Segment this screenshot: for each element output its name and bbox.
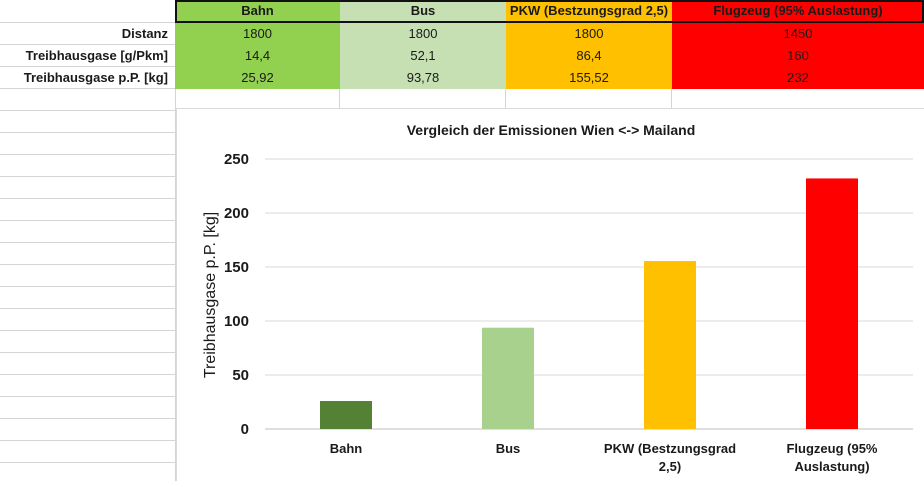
row-gridline — [0, 264, 175, 265]
bar-chart: Vergleich der Emissionen Wien <-> Mailan… — [202, 122, 913, 474]
cell-pp-bahn[interactable]: 25,92 — [175, 67, 340, 89]
y-tick-label: 0 — [241, 421, 249, 438]
bar-pkw[interactable] — [644, 261, 696, 429]
row-gridline — [0, 396, 175, 397]
row-gridline — [0, 308, 175, 309]
header-cell-pkw[interactable]: PKW (Bestzungsgrad 2,5) — [506, 0, 672, 22]
row-gridline — [0, 330, 175, 331]
bar-flugzeug[interactable] — [806, 178, 858, 429]
row-gridline — [0, 176, 175, 177]
y-tick-label: 200 — [224, 205, 249, 222]
empty-cell[interactable] — [506, 89, 672, 111]
row-label-treibhausgase-gpkm[interactable]: Treibhausgase [g/Pkm] — [25, 48, 168, 63]
row-gridline — [0, 462, 175, 463]
grid-lines — [265, 158, 913, 430]
cell-distanz-bahn[interactable]: 1800 — [175, 23, 340, 45]
chart-title: Vergleich der Emissionen Wien <-> Mailan… — [407, 122, 696, 138]
y-tick-label: 50 — [232, 367, 249, 384]
column-gridline — [175, 0, 176, 481]
y-tick-label: 100 — [224, 313, 249, 330]
y-tick-label: 150 — [224, 259, 249, 276]
cell-gpkm-flugzeug[interactable]: 160 — [672, 45, 924, 67]
row-gridline — [0, 418, 175, 419]
cell-pp-pkw[interactable]: 155,52 — [506, 67, 672, 89]
y-tick-labels: 0 50 100 150 200 250 — [224, 151, 249, 438]
empty-cell[interactable] — [340, 89, 506, 111]
cell-distanz-pkw[interactable]: 1800 — [506, 23, 672, 45]
row-gridline — [0, 352, 175, 353]
header-cell-bahn[interactable]: Bahn — [175, 0, 340, 22]
row-label-distanz[interactable]: Distanz — [121, 26, 168, 41]
cell-pp-flugzeug[interactable]: 232 — [672, 67, 924, 89]
row-gridline — [0, 44, 175, 45]
cell-distanz-bus[interactable]: 1800 — [340, 23, 506, 45]
cell-gpkm-bahn[interactable]: 14,4 — [175, 45, 340, 67]
x-tick-label: Bus — [496, 441, 521, 456]
row-gridline — [0, 198, 175, 199]
row-gridline — [0, 22, 175, 23]
empty-cell[interactable] — [175, 89, 340, 111]
header-cell-bus[interactable]: Bus — [340, 0, 506, 22]
row-label-treibhausgase-pp[interactable]: Treibhausgase p.P. [kg] — [23, 70, 168, 85]
bar-bus[interactable] — [482, 327, 534, 429]
x-tick-label: Flugzeug (95% Auslastung) — [786, 441, 877, 474]
bars — [320, 178, 858, 429]
row-gridline — [0, 154, 175, 155]
cell-pp-bus[interactable]: 93,78 — [340, 67, 506, 89]
cell-gpkm-bus[interactable]: 52,1 — [340, 45, 506, 67]
row-gridline — [0, 220, 175, 221]
x-tick-label: PKW (Bestzungsgrad 2,5) — [604, 441, 736, 474]
y-axis-title: Treibhausgase p.P. [kg] — [202, 212, 219, 378]
chart-container[interactable]: Vergleich der Emissionen Wien <-> Mailan… — [176, 108, 924, 481]
row-gridline — [0, 242, 175, 243]
x-tick-label: Bahn — [330, 441, 363, 456]
cell-distanz-flugzeug[interactable]: 1450 — [672, 23, 924, 45]
x-tick-labels: Bahn Bus PKW (Bestzungsgrad 2,5) Flugzeug (9… — [330, 441, 878, 474]
row-gridline — [0, 374, 175, 375]
bar-bahn[interactable] — [320, 401, 372, 429]
row-gridline — [0, 110, 175, 111]
row-gridline — [0, 88, 175, 89]
row-gridline — [0, 286, 175, 287]
header-cell-flugzeug[interactable]: Flugzeug (95% Auslastung) — [672, 0, 924, 22]
row-gridline — [0, 440, 175, 441]
y-tick-label: 250 — [224, 151, 249, 168]
row-gridline — [0, 132, 175, 133]
cell-gpkm-pkw[interactable]: 86,4 — [506, 45, 672, 67]
row-gridline — [0, 66, 175, 67]
